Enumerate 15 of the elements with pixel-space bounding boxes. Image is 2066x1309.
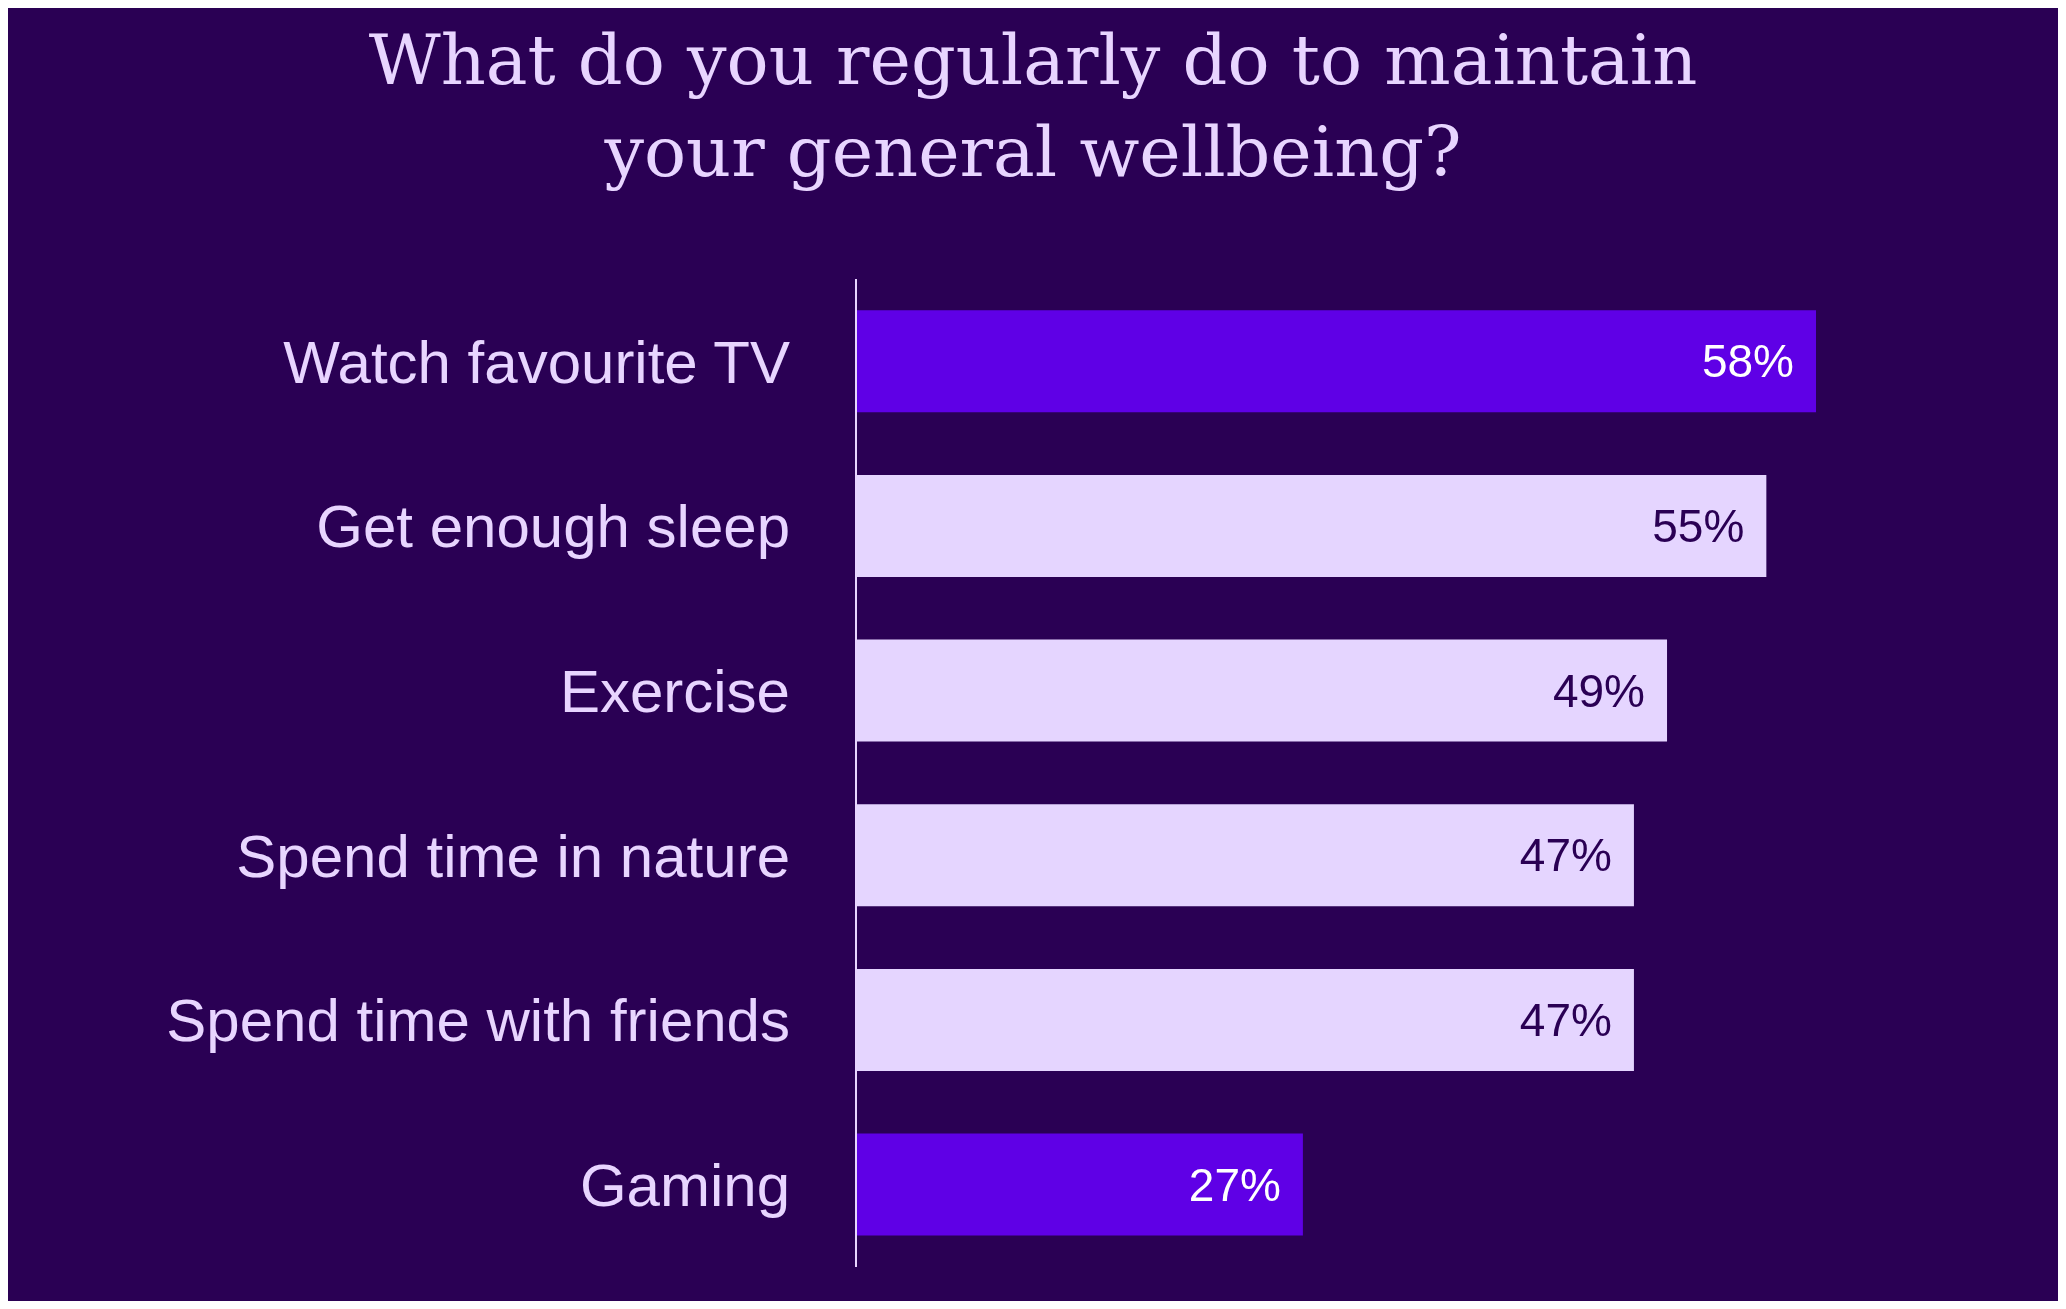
bar — [856, 310, 1816, 413]
chart-title: What do you regularly do to maintain your general wellbeing? — [367, 18, 1699, 195]
data-label: 58% — [1701, 335, 1794, 388]
y-tick-label: Spend time in nature — [236, 822, 790, 890]
y-tick-label: Get enough sleep — [316, 493, 790, 561]
data-label: 47% — [1519, 993, 1612, 1046]
bar — [856, 1133, 1303, 1236]
data-label: 27% — [1188, 1158, 1281, 1211]
y-tick-label: Watch favourite TV — [283, 328, 790, 396]
y-tick-label: Gaming — [579, 1151, 790, 1219]
y-tick-label: Exercise — [559, 657, 790, 725]
data-label: 55% — [1652, 499, 1745, 552]
y-tick-label: Spend time with friends — [166, 987, 790, 1055]
data-label: 47% — [1519, 829, 1612, 882]
data-label: 49% — [1552, 664, 1646, 717]
